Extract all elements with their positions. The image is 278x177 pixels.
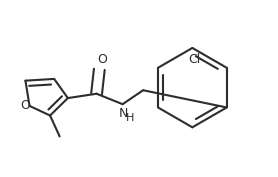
Text: H: H (126, 113, 135, 123)
Text: O: O (21, 99, 31, 112)
Text: Cl: Cl (188, 53, 200, 66)
Text: O: O (97, 53, 107, 66)
Text: N: N (119, 107, 128, 119)
